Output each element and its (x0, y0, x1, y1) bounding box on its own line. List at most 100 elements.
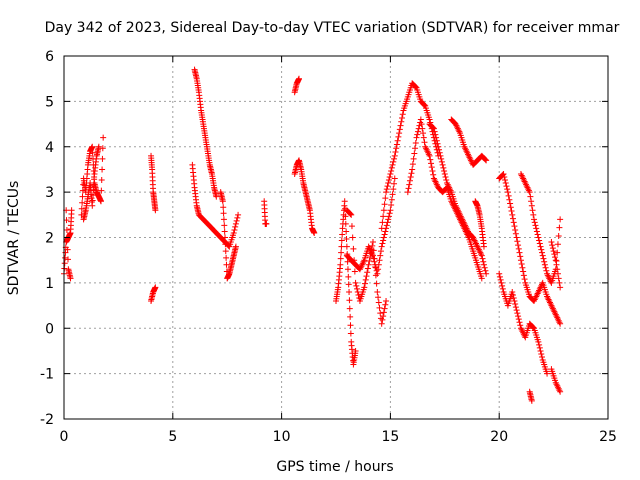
data-point (380, 237, 387, 244)
data-point (383, 189, 390, 196)
data-point (554, 241, 561, 248)
data-point (414, 131, 421, 138)
y-axis-title: SDTVAR / TECUs (6, 181, 22, 296)
data-point (351, 257, 358, 264)
data-point (541, 261, 548, 268)
data-point (480, 261, 487, 268)
data-point (433, 134, 440, 141)
series-arc-b (63, 207, 74, 282)
data-point (378, 243, 385, 250)
data-point (382, 228, 389, 235)
data-point (552, 254, 559, 261)
data-point (90, 181, 97, 188)
series-arc-x (548, 366, 564, 395)
data-point (352, 347, 359, 354)
data-point (538, 353, 545, 360)
data-point (480, 243, 487, 250)
data-point (556, 279, 563, 286)
data-point (390, 158, 397, 165)
data-point (530, 324, 537, 331)
data-point (378, 320, 385, 327)
data-point (233, 217, 240, 224)
data-point (509, 215, 516, 222)
data-point (373, 280, 380, 287)
data-point (431, 128, 438, 135)
data-point (388, 164, 395, 171)
data-point (517, 253, 524, 260)
data-point (89, 197, 96, 204)
data-point (375, 261, 382, 268)
data-point (437, 152, 444, 159)
data-point (512, 230, 519, 237)
data-point (382, 195, 389, 202)
data-point (417, 116, 424, 123)
data-point (388, 167, 395, 174)
data-point (406, 181, 413, 188)
data-point (482, 267, 489, 274)
data-point (232, 220, 239, 227)
series-arc-t (472, 198, 487, 250)
data-point (483, 270, 490, 277)
data-point (420, 134, 427, 141)
data-point (387, 170, 394, 177)
data-point (503, 183, 510, 190)
series-arc-k (291, 75, 303, 96)
data-point (385, 216, 392, 223)
y-tick-label: -1 (40, 367, 54, 383)
data-point (432, 131, 439, 138)
data-point (367, 254, 374, 261)
data-point (222, 234, 229, 241)
data-point (64, 256, 71, 263)
data-point (384, 219, 391, 226)
data-point (380, 207, 387, 214)
data-point (419, 125, 426, 132)
data-point (505, 192, 512, 199)
data-point (509, 211, 516, 218)
data-point (517, 257, 524, 264)
data-point (97, 198, 104, 205)
data-point (95, 143, 102, 150)
data-point (398, 118, 405, 125)
data-point (429, 167, 436, 174)
data-point (380, 213, 387, 220)
data-point (511, 223, 518, 230)
y-tick-label: 1 (45, 276, 54, 292)
data-point (342, 213, 349, 220)
data-point (542, 264, 549, 271)
x-tick-label: 15 (381, 429, 399, 445)
data-point (369, 239, 376, 246)
data-point (231, 226, 238, 233)
data-point (376, 304, 383, 311)
data-point (536, 341, 543, 348)
data-point (483, 157, 490, 164)
data-point (515, 242, 522, 249)
data-point (442, 174, 449, 180)
data-point (543, 267, 550, 274)
data-point (435, 146, 442, 153)
data-point (513, 234, 520, 241)
data-point (338, 243, 345, 250)
data-point (539, 252, 546, 259)
series-arc-f (148, 284, 159, 305)
data-point (421, 102, 428, 109)
data-point (235, 211, 242, 218)
data-point (538, 350, 545, 357)
series-arc-p (378, 80, 442, 232)
data-point (536, 237, 543, 244)
series-arc-l (291, 157, 318, 236)
data-point (478, 275, 485, 282)
data-point (551, 251, 558, 258)
data-point (348, 223, 355, 230)
data-point (338, 249, 345, 256)
data-point (364, 269, 371, 276)
data-point (98, 177, 105, 184)
data-point (557, 284, 564, 291)
data-point (366, 257, 373, 264)
data-point (345, 281, 352, 288)
y-tick-label: 0 (45, 321, 54, 337)
data-point (518, 260, 525, 267)
data-point (438, 155, 445, 162)
data-point (410, 155, 417, 162)
data-point (67, 275, 74, 282)
data-point (520, 272, 527, 279)
